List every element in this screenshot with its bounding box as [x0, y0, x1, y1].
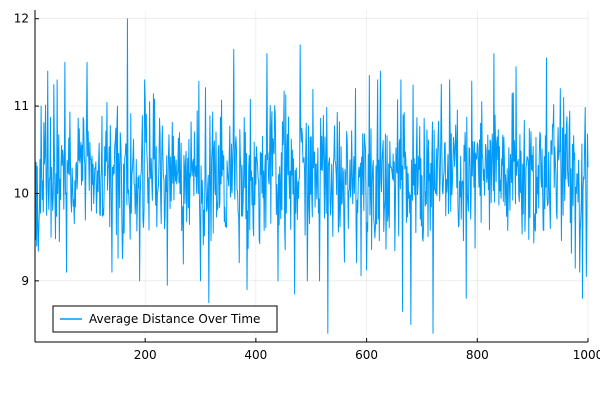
axes-layer	[34, 10, 588, 343]
x-tick-label: 400	[244, 348, 267, 362]
y-tick-label: 12	[14, 12, 29, 26]
series-layer	[34, 18, 589, 334]
y-tick-label: 10	[14, 186, 29, 200]
legend-label: Average Distance Over Time	[89, 312, 260, 326]
x-tick-label: 1000	[573, 348, 600, 362]
x-tick-label: 800	[466, 348, 489, 362]
y-tick-label: 9	[21, 274, 29, 288]
series-line	[34, 18, 589, 334]
ticks-layer: 200 400 600 800 1000 9 10 11 12	[14, 12, 600, 362]
x-tick-label: 600	[355, 348, 378, 362]
x-tick-label: 200	[134, 348, 157, 362]
y-tick-label: 11	[14, 99, 29, 113]
legend-box	[52, 305, 278, 333]
legend: Average Distance Over Time	[52, 305, 278, 333]
